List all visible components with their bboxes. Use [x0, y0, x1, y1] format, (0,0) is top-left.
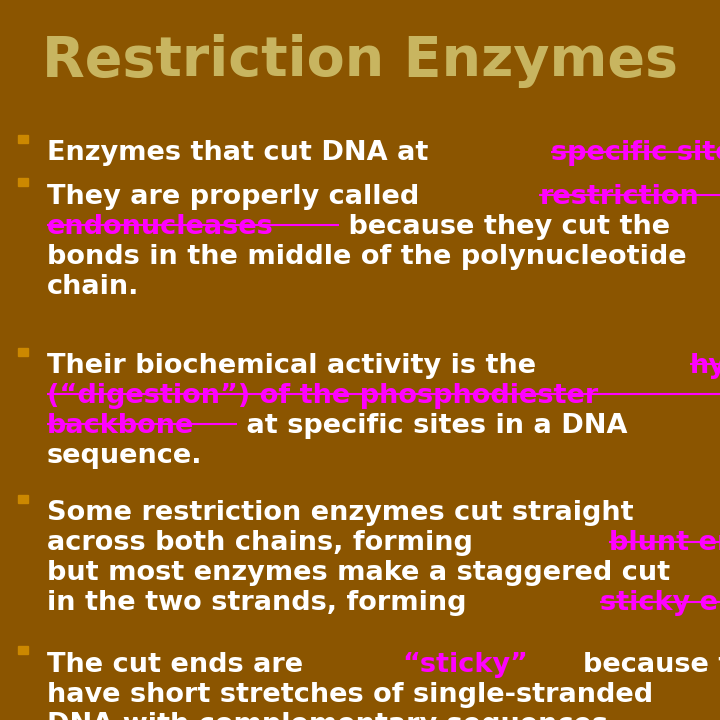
Text: at specific sites in a DNA: at specific sites in a DNA — [237, 413, 627, 438]
Text: across both chains, forming: across both chains, forming — [47, 531, 482, 557]
Text: but most enzymes make a staggered cut: but most enzymes make a staggered cut — [47, 560, 670, 586]
Text: bonds in the middle of the polynucleotide: bonds in the middle of the polynucleotid… — [47, 243, 686, 269]
FancyBboxPatch shape — [18, 647, 28, 654]
Text: endonucleases: endonucleases — [47, 214, 274, 240]
Text: blunt ends,: blunt ends, — [608, 531, 720, 557]
FancyBboxPatch shape — [18, 135, 28, 143]
Text: hydrolysis: hydrolysis — [690, 353, 720, 379]
Text: restriction: restriction — [539, 184, 699, 210]
Text: sticky ends.: sticky ends. — [600, 590, 720, 616]
Text: DNA with complementary sequences.: DNA with complementary sequences. — [47, 711, 618, 720]
Text: specific sites: specific sites — [551, 140, 720, 166]
Text: sequence.: sequence. — [47, 443, 202, 469]
Text: backbone: backbone — [47, 413, 194, 438]
Text: Restriction Enzymes: Restriction Enzymes — [42, 34, 678, 88]
Text: because they cut the: because they cut the — [339, 214, 670, 240]
FancyBboxPatch shape — [18, 495, 28, 503]
Text: (“digestion”) of the phosphodiester: (“digestion”) of the phosphodiester — [47, 383, 598, 409]
FancyBboxPatch shape — [18, 348, 28, 356]
Text: have short stretches of single-stranded: have short stretches of single-stranded — [47, 682, 653, 708]
FancyBboxPatch shape — [18, 179, 28, 186]
Text: The cut ends are: The cut ends are — [47, 652, 322, 678]
Text: in the two strands, forming: in the two strands, forming — [47, 590, 476, 616]
Text: Enzymes that cut DNA at: Enzymes that cut DNA at — [47, 140, 438, 166]
Text: chain.: chain. — [47, 274, 139, 300]
Text: because they: because they — [564, 652, 720, 678]
Text: Some restriction enzymes cut straight: Some restriction enzymes cut straight — [47, 500, 634, 526]
Text: “sticky”: “sticky” — [402, 652, 528, 678]
Text: They are properly called: They are properly called — [47, 184, 428, 210]
Text: Their biochemical activity is the: Their biochemical activity is the — [47, 353, 546, 379]
